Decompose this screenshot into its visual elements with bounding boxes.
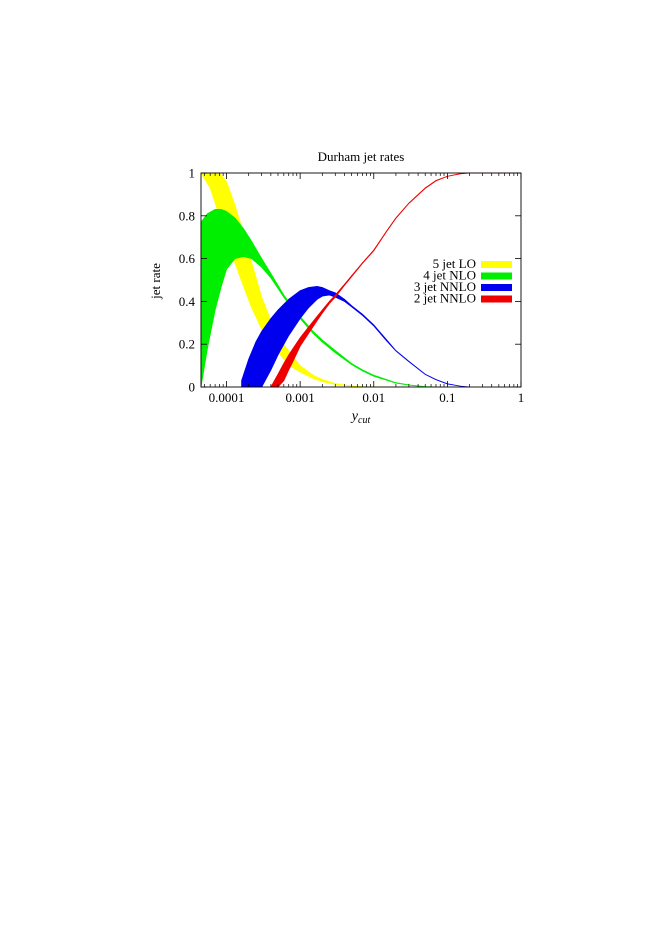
legend-swatch — [481, 261, 512, 268]
x-tick-label: 0.0001 — [209, 390, 245, 405]
x-tick-label: 0.01 — [362, 390, 385, 405]
plot-frame — [200, 172, 522, 388]
x-axis-label: ycut — [350, 409, 371, 426]
x-axis-label-main: y — [350, 409, 359, 424]
y-tick-label: 0.4 — [179, 294, 196, 309]
y-tick-label: 0.6 — [179, 251, 196, 266]
y-tick-label: 0.2 — [179, 337, 195, 352]
x-tick-labels: 0.0001 0.001 0.01 0.1 1 — [209, 390, 525, 405]
y-axis-label: jet rate — [148, 263, 163, 300]
series-band-3 — [241, 285, 470, 388]
legend-label: 5 jet LO — [433, 256, 476, 271]
y-tick-label: 0 — [189, 380, 196, 395]
chart-title: Durham jet rates — [318, 149, 405, 164]
y-tick-label: 0.8 — [179, 208, 195, 223]
y-tick-label: 1 — [189, 166, 196, 181]
legend-swatch — [481, 272, 512, 280]
legend-swatch — [481, 284, 512, 291]
x-tick-label: 0.001 — [286, 390, 315, 405]
legend-label: 2 jet NNLO — [414, 291, 476, 306]
series-band-1 — [200, 172, 396, 388]
x-axis-label-subscript: cut — [358, 415, 370, 426]
legend-label: 3 jet NNLO — [414, 279, 476, 294]
series-band-4 — [270, 172, 521, 388]
y-tick-labels: 0 0.2 0.4 0.6 0.8 1 — [179, 166, 196, 395]
x-tick-label: 1 — [518, 390, 525, 405]
legend-label: 4 jet NLO — [423, 268, 476, 283]
legend-swatch — [481, 295, 512, 303]
x-tick-label: 0.1 — [439, 390, 455, 405]
